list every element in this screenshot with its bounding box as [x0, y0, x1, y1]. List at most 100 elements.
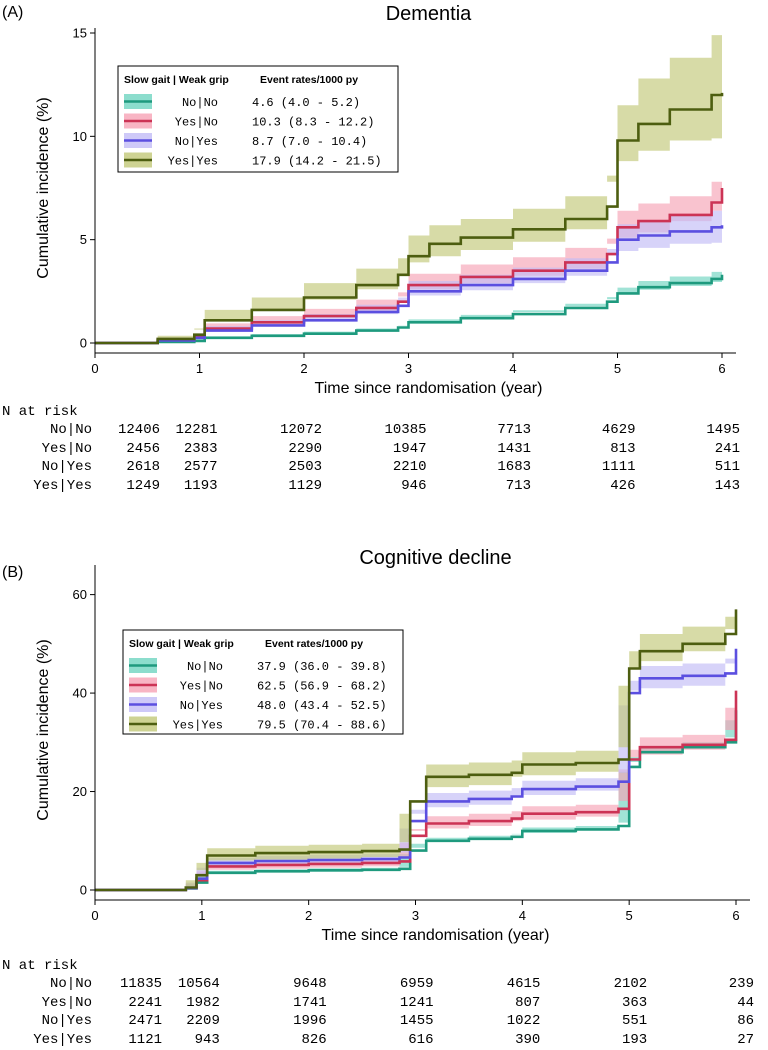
x-tick-label: 1: [198, 908, 205, 923]
risk-count: 511: [714, 459, 740, 475]
x-tick-label: 2: [300, 361, 307, 376]
legend-header-rate: Event rates/1000 py: [260, 74, 358, 86]
x-axis-label: Time since randomisation (year): [322, 927, 550, 944]
risk-count: 2577: [183, 459, 218, 475]
risk-count: 1455: [399, 1013, 434, 1029]
risk-count: 2209: [186, 1013, 220, 1029]
risk-count: 1249: [126, 477, 160, 494]
risk-row-label: Yes|No: [41, 440, 92, 457]
chart-title: Cognitive decline: [359, 547, 511, 569]
legend-entry-label: No|Yes: [180, 699, 223, 713]
risk-row-label: Yes|No: [41, 994, 92, 1011]
risk-count: 2618: [126, 459, 160, 475]
legend-entry-label: Yes|No: [175, 116, 218, 130]
series-lines: [95, 92, 724, 345]
risk-row-label: No|Yes: [41, 1013, 92, 1029]
risk-count: 946: [401, 477, 427, 494]
risk-row-label: No|No: [49, 422, 92, 438]
risk-count: 1495: [706, 422, 740, 438]
risk-count: 2102: [613, 976, 648, 992]
panel-label: (B): [2, 564, 23, 581]
series-line-no-yes: [95, 648, 738, 892]
x-tick-label: 2: [305, 908, 312, 923]
risk-count: 1241: [399, 994, 434, 1011]
risk-count: 4629: [601, 422, 636, 438]
legend-header-rate: Event rates/1000 py: [265, 638, 363, 650]
legend-entry-label: No|No: [187, 660, 223, 674]
risk-count: 1121: [128, 1031, 162, 1048]
series-lines: [95, 609, 738, 892]
legend-entry-rate: 62.5 (56.9 - 68.2): [257, 680, 387, 694]
risk-count: 2290: [288, 440, 322, 457]
panel-label: (A): [2, 4, 23, 21]
risk-count: 2210: [392, 459, 427, 475]
risk-count: 7713: [497, 422, 531, 438]
legend-header-group: Slow gait | Weak grip: [124, 74, 229, 86]
risk-table-header: N at risk: [2, 958, 78, 974]
risk-count: 2241: [128, 994, 162, 1011]
x-tick-label: 3: [405, 361, 412, 376]
y-axis-label: Cumulative incidence (%): [35, 97, 52, 278]
risk-table-row: No|Yes 2471 2209 1996 1455 1022 551 86: [0, 1013, 768, 1030]
y-axis-label: Cumulative incidence (%): [35, 639, 52, 820]
x-tick-label: 4: [509, 361, 516, 376]
risk-table-row: Yes|Yes 1249 1193 1129 946 713 426 143: [0, 478, 768, 495]
series-line-yes-no: [95, 690, 738, 892]
risk-count: 86: [737, 1013, 754, 1029]
risk-count: 807: [515, 994, 541, 1011]
legend: Slow gait | Weak grip Event rates/1000 py…: [122, 629, 404, 735]
risk-count: 1741: [293, 994, 327, 1011]
legend-box: [122, 629, 404, 735]
legend-entry-label: Yes|No: [180, 680, 223, 694]
risk-count: 1129: [288, 477, 322, 494]
legend-header-group: Slow gait | Weak grip: [129, 638, 234, 650]
risk-count: 1022: [506, 1013, 541, 1029]
chart-title: Dementia: [386, 3, 472, 25]
legend-entry-rate: 37.9 (36.0 - 39.8): [257, 660, 387, 674]
legend-entry-rate: 17.9 (14.2 - 21.5): [252, 155, 382, 169]
risk-count: 1111: [601, 459, 636, 475]
x-tick-label: 6: [732, 908, 739, 923]
legend-entry-rate: 4.6 (4.0 - 5.2): [252, 96, 360, 110]
legend-entry-rate: 48.0 (43.4 - 52.5): [257, 699, 387, 713]
panel-b: (B) Cognitive decline 0 1 2 3 4 5 6 0 20 40 60 Time s…: [0, 540, 768, 1050]
series-line-yes-yes: [95, 92, 724, 345]
risk-count: 9648: [293, 976, 327, 992]
y-tick-label: 40: [73, 686, 87, 701]
panel-a: (A) Dementia 0 1 2 3 4 5 6 0 5 10 15 Time since rando…: [0, 0, 768, 520]
legend-entry-label: Yes|Yes: [168, 155, 218, 169]
risk-count: 2471: [128, 1013, 162, 1029]
risk-count: 12281: [175, 422, 218, 438]
y-tick-label: 20: [73, 784, 87, 799]
risk-count: 943: [194, 1031, 220, 1048]
risk-count: 241: [714, 440, 740, 457]
series-line-yes-yes: [95, 609, 738, 892]
risk-row-label: No|Yes: [41, 459, 92, 475]
risk-count: 193: [621, 1031, 648, 1048]
risk-count: 12406: [117, 422, 160, 438]
risk-count: 6959: [399, 976, 434, 992]
legend-entry-label: Yes|Yes: [173, 719, 223, 733]
risk-count: 11835: [119, 976, 162, 992]
legend-entry-label: No|Yes: [175, 135, 218, 149]
legend-entry-rate: 8.7 (7.0 - 10.4): [252, 135, 367, 149]
risk-table-row: No|No 11835 10564 9648 6959 4615 2102 239: [0, 976, 768, 993]
risk-count: 12072: [279, 422, 322, 438]
band-no-no: [95, 266, 722, 343]
legend-entry-label: No|No: [182, 96, 218, 110]
risk-count: 44: [737, 994, 754, 1011]
risk-count: 2383: [183, 440, 218, 457]
risk-table-header: N at risk: [2, 404, 78, 420]
risk-count: 616: [408, 1031, 434, 1048]
y-tick-label: 5: [80, 232, 87, 247]
x-tick-label: 5: [626, 908, 633, 923]
risk-count: 1947: [392, 440, 427, 457]
risk-table-row: Yes|No 2456 2383 2290 1947 1431 813 241: [0, 441, 768, 458]
risk-count: 813: [610, 440, 636, 457]
risk-count: 1683: [497, 459, 531, 475]
x-tick-label: 6: [718, 361, 725, 376]
risk-table-row: Yes|No 2241 1982 1741 1241 807 363 44: [0, 995, 768, 1012]
risk-count: 390: [515, 1031, 541, 1048]
risk-count: 426: [610, 477, 636, 494]
